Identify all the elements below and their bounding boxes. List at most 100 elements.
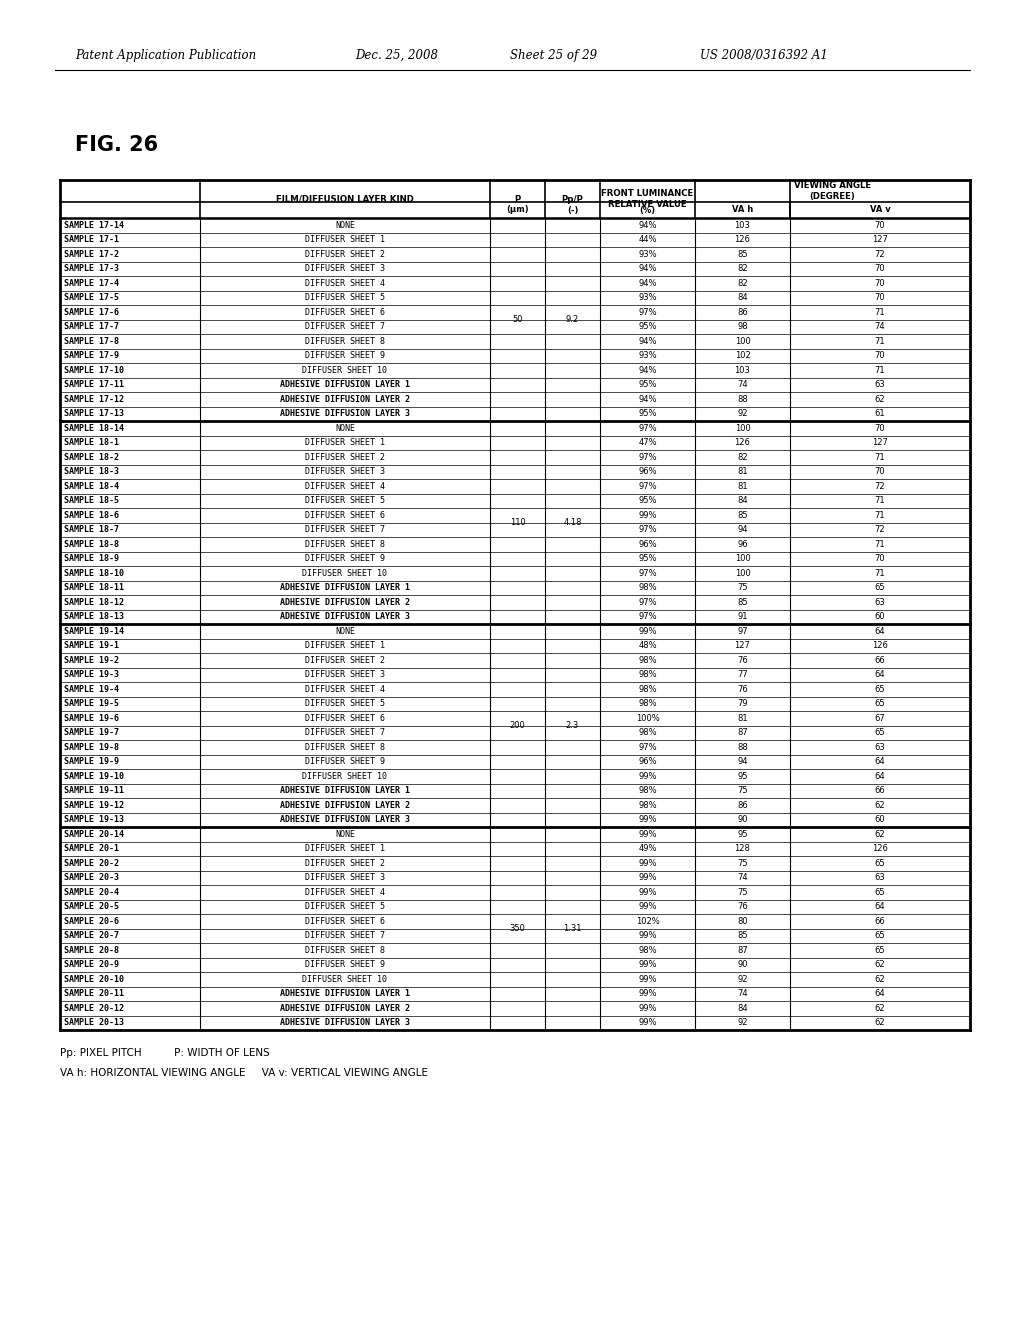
Text: 110: 110: [510, 517, 525, 527]
Text: 98%: 98%: [638, 787, 656, 795]
Text: SAMPLE 19-14: SAMPLE 19-14: [63, 627, 124, 636]
Text: 64: 64: [874, 903, 886, 911]
Text: DIFFUSER SHEET 8: DIFFUSER SHEET 8: [305, 337, 385, 346]
Text: 62: 62: [874, 1018, 886, 1027]
Text: SAMPLE 20-13: SAMPLE 20-13: [63, 1018, 124, 1027]
Text: 95%: 95%: [638, 496, 656, 506]
Text: (-): (-): [567, 206, 579, 214]
Text: SAMPLE 18-12: SAMPLE 18-12: [63, 598, 124, 607]
Text: SAMPLE 19-13: SAMPLE 19-13: [63, 816, 124, 824]
Text: 72: 72: [874, 482, 886, 491]
Text: SAMPLE 19-7: SAMPLE 19-7: [63, 729, 119, 738]
Text: ADHESIVE DIFFUSION LAYER 2: ADHESIVE DIFFUSION LAYER 2: [280, 598, 410, 607]
Text: SAMPLE 19-9: SAMPLE 19-9: [63, 758, 119, 766]
Text: Sheet 25 of 29: Sheet 25 of 29: [510, 49, 597, 62]
Text: 95: 95: [737, 772, 748, 780]
Text: 63: 63: [874, 380, 886, 389]
Text: 74: 74: [874, 322, 886, 331]
Text: 103: 103: [734, 366, 751, 375]
Text: 65: 65: [874, 583, 886, 593]
Text: US 2008/0316392 A1: US 2008/0316392 A1: [700, 49, 827, 62]
Text: 94%: 94%: [638, 279, 656, 288]
Text: 70: 70: [874, 351, 886, 360]
Text: 72: 72: [874, 525, 886, 535]
Text: 75: 75: [737, 888, 748, 896]
Text: 99%: 99%: [638, 511, 656, 520]
Text: 62: 62: [874, 395, 886, 404]
Text: DIFFUSER SHEET 4: DIFFUSER SHEET 4: [305, 685, 385, 694]
Text: DIFFUSER SHEET 7: DIFFUSER SHEET 7: [305, 931, 385, 940]
Text: 84: 84: [737, 1003, 748, 1012]
Text: 100: 100: [734, 554, 751, 564]
Text: 85: 85: [737, 249, 748, 259]
Text: 200: 200: [510, 721, 525, 730]
Text: (μm): (μm): [506, 206, 528, 214]
Text: 87: 87: [737, 729, 748, 738]
Text: 71: 71: [874, 511, 886, 520]
Text: 85: 85: [737, 511, 748, 520]
Text: 70: 70: [874, 293, 886, 302]
Text: 127: 127: [872, 438, 888, 447]
Text: 95%: 95%: [638, 409, 656, 418]
Text: DIFFUSER SHEET 6: DIFFUSER SHEET 6: [305, 511, 385, 520]
Text: 70: 70: [874, 554, 886, 564]
Text: DIFFUSER SHEET 7: DIFFUSER SHEET 7: [305, 729, 385, 738]
Text: DIFFUSER SHEET 1: DIFFUSER SHEET 1: [305, 845, 385, 853]
Text: 74: 74: [737, 989, 748, 998]
Text: SAMPLE 18-9: SAMPLE 18-9: [63, 554, 119, 564]
Text: DIFFUSER SHEET 8: DIFFUSER SHEET 8: [305, 540, 385, 549]
Text: 96%: 96%: [638, 758, 656, 766]
Text: 100: 100: [734, 424, 751, 433]
Text: DIFFUSER SHEET 9: DIFFUSER SHEET 9: [305, 351, 385, 360]
Text: 62: 62: [874, 1003, 886, 1012]
Text: 50: 50: [512, 315, 522, 323]
Text: SAMPLE 20-11: SAMPLE 20-11: [63, 989, 124, 998]
Text: 90: 90: [737, 960, 748, 969]
Text: 94: 94: [737, 758, 748, 766]
Text: 98%: 98%: [638, 945, 656, 954]
Text: 97%: 97%: [638, 743, 656, 752]
Text: 94: 94: [737, 525, 748, 535]
Text: 71: 71: [874, 366, 886, 375]
Text: 92: 92: [737, 409, 748, 418]
Text: DIFFUSER SHEET 8: DIFFUSER SHEET 8: [305, 743, 385, 752]
Text: 103: 103: [734, 220, 751, 230]
Text: 71: 71: [874, 453, 886, 462]
Text: 62: 62: [874, 974, 886, 983]
Text: 81: 81: [737, 714, 748, 723]
Text: DIFFUSER SHEET 2: DIFFUSER SHEET 2: [305, 249, 385, 259]
Text: DIFFUSER SHEET 2: DIFFUSER SHEET 2: [305, 859, 385, 867]
Text: 65: 65: [874, 729, 886, 738]
Text: SAMPLE 20-4: SAMPLE 20-4: [63, 888, 119, 896]
Text: 65: 65: [874, 685, 886, 694]
Text: Dec. 25, 2008: Dec. 25, 2008: [355, 49, 438, 62]
Text: 99%: 99%: [638, 627, 656, 636]
Text: 91: 91: [737, 612, 748, 622]
Text: SAMPLE 20-14: SAMPLE 20-14: [63, 830, 124, 838]
Text: DIFFUSER SHEET 6: DIFFUSER SHEET 6: [305, 917, 385, 925]
Text: 100: 100: [734, 337, 751, 346]
Text: DIFFUSER SHEET 4: DIFFUSER SHEET 4: [305, 279, 385, 288]
Text: SAMPLE 19-12: SAMPLE 19-12: [63, 801, 124, 809]
Text: 65: 65: [874, 888, 886, 896]
Text: 98%: 98%: [638, 671, 656, 680]
Text: 70: 70: [874, 264, 886, 273]
Text: 127: 127: [872, 235, 888, 244]
Text: 70: 70: [874, 424, 886, 433]
Text: 126: 126: [872, 642, 888, 651]
Text: SAMPLE 19-6: SAMPLE 19-6: [63, 714, 119, 723]
Text: DIFFUSER SHEET 10: DIFFUSER SHEET 10: [302, 772, 387, 780]
Text: 65: 65: [874, 700, 886, 709]
Text: 47%: 47%: [638, 438, 656, 447]
Text: SAMPLE 18-8: SAMPLE 18-8: [63, 540, 119, 549]
Text: 44%: 44%: [638, 235, 656, 244]
Text: DIFFUSER SHEET 3: DIFFUSER SHEET 3: [305, 671, 385, 680]
Text: NONE: NONE: [335, 220, 355, 230]
Text: 88: 88: [737, 395, 748, 404]
Text: 350: 350: [510, 924, 525, 933]
Text: SAMPLE 20-9: SAMPLE 20-9: [63, 960, 119, 969]
Text: 71: 71: [874, 569, 886, 578]
Text: 126: 126: [734, 235, 751, 244]
Text: 92: 92: [737, 1018, 748, 1027]
Text: 76: 76: [737, 656, 748, 665]
